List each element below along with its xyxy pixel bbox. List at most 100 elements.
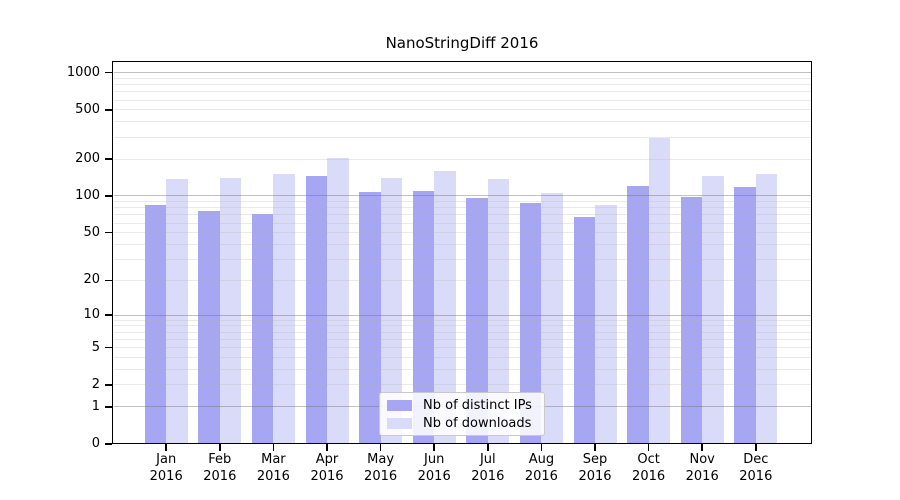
x-tick-label-mar: Mar 2016 xyxy=(241,452,305,485)
x-tick-label-sep: Sep 2016 xyxy=(563,452,627,485)
bar-distinct-ips-dec xyxy=(734,186,756,444)
y-tick-label-50: 50 xyxy=(83,224,100,240)
bar-downloads-apr xyxy=(327,157,349,444)
y-tick-label-200: 200 xyxy=(75,151,100,166)
x-tick-label-month: Jul xyxy=(479,452,496,467)
legend: Nb of distinct IPs Nb of downloads xyxy=(379,392,545,436)
x-tick-label-year: 2016 xyxy=(685,468,719,484)
x-tick-label-jan: Jan 2016 xyxy=(134,452,198,485)
y-tick-500 xyxy=(105,109,112,111)
x-tick-jan xyxy=(165,444,167,451)
bar-downloads-aug xyxy=(541,192,563,444)
x-tick-jun xyxy=(433,444,435,451)
y-tick-20 xyxy=(105,279,112,282)
y-tick-label-2: 2 xyxy=(91,376,100,392)
x-tick-label-year: 2016 xyxy=(578,468,612,484)
y-tick-0 xyxy=(105,443,112,445)
x-tick-label-year: 2016 xyxy=(203,468,237,484)
x-tick-label-month: Aug xyxy=(528,452,555,467)
y-tick-label-0: 0 xyxy=(91,436,100,451)
x-tick-label-jul: Jul 2016 xyxy=(456,452,520,485)
x-tick-label-month: Jun xyxy=(424,452,445,467)
bar-distinct-ips-oct xyxy=(627,185,649,444)
legend-swatch-distinct-ips xyxy=(387,399,412,411)
y-tick-label-500: 500 xyxy=(75,101,100,117)
bar-downloads-jun xyxy=(434,170,456,444)
bar-distinct-ips-jan xyxy=(144,204,167,444)
bar-downloads-jan xyxy=(166,179,188,444)
bar-downloads-may xyxy=(380,178,403,444)
x-tick-apr xyxy=(326,444,328,451)
x-tick-label-month: Nov xyxy=(689,452,715,467)
x-tick-feb xyxy=(219,444,221,451)
bar-downloads-jul xyxy=(487,179,510,444)
bar-distinct-ips-jun xyxy=(412,190,435,444)
x-tick-dec xyxy=(755,444,757,451)
x-tick-label-may: May 2016 xyxy=(349,452,413,485)
legend-label-downloads: Nb of downloads xyxy=(423,415,532,431)
bar-downloads-dec xyxy=(755,173,778,444)
x-tick-label-nov: Nov 2016 xyxy=(670,452,734,485)
x-tick-label-dec: Dec 2016 xyxy=(724,452,788,485)
y-tick-2 xyxy=(105,384,112,386)
y-tick-label-1000: 1000 xyxy=(66,64,100,80)
x-tick-label-year: 2016 xyxy=(310,468,344,484)
bar-downloads-mar xyxy=(273,174,295,444)
x-tick-label-feb: Feb 2016 xyxy=(188,452,252,485)
x-tick-label-month: Apr xyxy=(315,452,339,467)
y-tick-label-5: 5 xyxy=(91,339,100,355)
bar-downloads-sep xyxy=(595,204,617,444)
bar-downloads-feb xyxy=(219,178,242,444)
x-tick-label-year: 2016 xyxy=(256,468,290,484)
y-tick-1000 xyxy=(105,71,112,74)
legend-label-distinct-ips: Nb of distinct IPs xyxy=(423,397,532,413)
y-tick-label-1: 1 xyxy=(91,398,100,414)
x-tick-label-aug: Aug 2016 xyxy=(509,452,573,485)
x-tick-label-year: 2016 xyxy=(471,468,505,484)
x-tick-label-year: 2016 xyxy=(632,468,666,484)
bar-downloads-nov xyxy=(702,175,724,444)
legend-row-downloads: Nb of downloads xyxy=(387,417,544,430)
bar-distinct-ips-may xyxy=(359,191,381,444)
y-tick-200 xyxy=(105,158,112,160)
x-tick-jul xyxy=(487,444,489,451)
y-tick-label-100: 100 xyxy=(75,187,100,203)
y-tick-1 xyxy=(105,406,112,408)
bar-distinct-ips-jul xyxy=(466,197,488,444)
bar-distinct-ips-mar xyxy=(251,214,274,444)
x-tick-mar xyxy=(272,444,275,451)
x-tick-nov xyxy=(701,444,703,451)
x-tick-aug xyxy=(540,444,543,451)
x-tick-label-month: Dec xyxy=(743,452,769,467)
y-tick-label-10: 10 xyxy=(83,307,100,323)
legend-row-distinct-ips: Nb of distinct IPs xyxy=(387,399,544,412)
x-tick-label-oct: Oct 2016 xyxy=(617,452,681,485)
x-tick-label-month: May xyxy=(367,452,395,467)
y-tick-100 xyxy=(105,195,112,197)
x-tick-may xyxy=(379,444,382,451)
legend-swatch-downloads xyxy=(387,417,412,429)
x-tick-label-jun: Jun 2016 xyxy=(402,452,466,485)
x-tick-label-year: 2016 xyxy=(417,468,451,484)
bar-distinct-ips-aug xyxy=(519,202,542,444)
bar-downloads-oct xyxy=(648,138,671,444)
x-tick-label-month: Mar xyxy=(261,452,286,467)
x-tick-label-month: Feb xyxy=(208,452,232,467)
chart-title: NanoStringDiff 2016 xyxy=(385,34,539,52)
y-tick-10 xyxy=(105,314,112,316)
x-tick-label-year: 2016 xyxy=(739,468,773,484)
y-tick-50 xyxy=(105,231,112,234)
bar-distinct-ips-apr xyxy=(305,176,327,444)
x-tick-label-month: Oct xyxy=(637,452,660,467)
x-tick-sep xyxy=(594,444,596,451)
x-tick-label-year: 2016 xyxy=(524,468,558,484)
x-tick-oct xyxy=(647,444,650,451)
bar-distinct-ips-sep xyxy=(573,217,595,444)
x-tick-label-year: 2016 xyxy=(149,468,183,484)
x-tick-label-year: 2016 xyxy=(364,468,398,484)
x-tick-label-month: Sep xyxy=(582,452,608,467)
x-tick-label-month: Jan xyxy=(156,452,177,467)
